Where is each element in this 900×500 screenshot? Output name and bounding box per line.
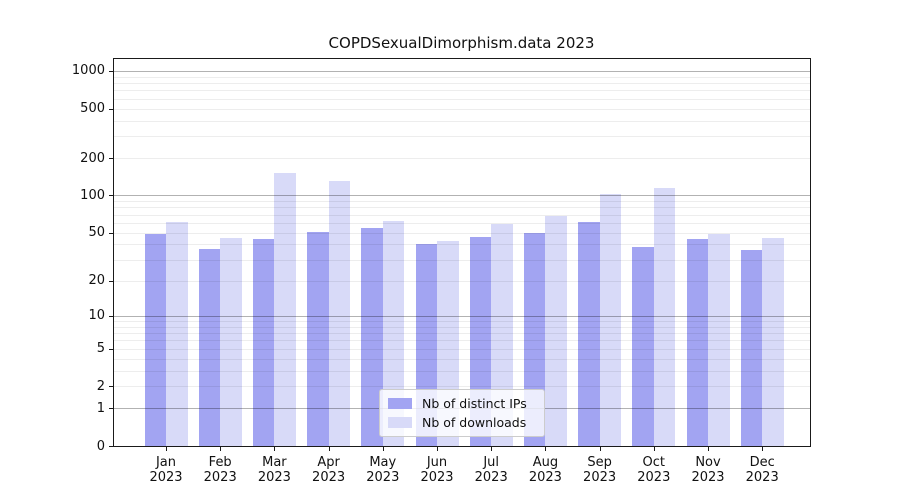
- y-tick-label: 5: [96, 341, 105, 357]
- gridline: [113, 90, 810, 91]
- y-tick: [109, 158, 113, 160]
- y-tick-label: 200: [80, 150, 105, 166]
- x-tick: [220, 447, 222, 451]
- y-tick-label: 20: [88, 273, 105, 289]
- bar-downloads-apr: [328, 180, 351, 446]
- bar-distinct-ips-may: [361, 228, 383, 446]
- bar-distinct-ips-feb: [198, 248, 221, 446]
- x-tick-label: Apr 2023: [312, 455, 346, 485]
- gridline: [113, 109, 810, 110]
- bar-downloads-aug: [545, 216, 567, 446]
- legend: Nb of distinct IPs Nb of downloads: [379, 389, 545, 437]
- gridline: [113, 77, 810, 78]
- legend-item-downloads: Nb of downloads: [380, 416, 544, 430]
- y-tick: [109, 348, 113, 350]
- y-tick-label: 10: [88, 308, 105, 324]
- bar-distinct-ips-dec: [740, 249, 763, 446]
- bar-distinct-ips-mar: [252, 239, 275, 446]
- legend-label-distinct-ips: Nb of distinct IPs: [422, 396, 527, 411]
- x-tick: [708, 447, 709, 451]
- x-tick-label: Aug 2023: [528, 455, 562, 485]
- y-tick-label: 1: [96, 400, 105, 416]
- x-tick: [762, 447, 764, 451]
- gridline: [113, 195, 810, 196]
- bar-distinct-ips-apr: [307, 231, 329, 446]
- y-tick: [109, 315, 113, 317]
- y-tick: [109, 446, 113, 447]
- bar-downloads-feb: [220, 238, 242, 446]
- bar-downloads-dec: [762, 238, 784, 446]
- y-tick: [109, 386, 113, 388]
- x-tick-label: Sep 2023: [583, 455, 617, 485]
- y-tick-label: 2: [96, 378, 105, 394]
- bar-downloads-jan: [166, 221, 188, 446]
- x-tick-label: Feb 2023: [203, 455, 237, 485]
- y-tick-label: 1000: [71, 63, 105, 79]
- x-tick: [437, 447, 438, 451]
- y-tick-label: 50: [88, 225, 105, 241]
- y-tick-label: 0: [96, 438, 105, 454]
- x-tick-label: May 2023: [366, 455, 400, 485]
- bar-downloads-nov: [708, 233, 730, 446]
- gridline: [113, 99, 810, 100]
- x-tick: [545, 447, 547, 451]
- x-tick: [491, 447, 493, 451]
- x-tick: [653, 447, 655, 451]
- bar-downloads-mar: [274, 173, 296, 446]
- y-tick-label: 500: [80, 101, 105, 117]
- bar-downloads-sep: [599, 194, 622, 446]
- y-tick: [109, 280, 113, 282]
- x-tick-label: Mar 2023: [257, 455, 291, 485]
- bar-distinct-ips-oct: [632, 247, 654, 446]
- plot-area: [113, 58, 810, 446]
- chart-title: COPDSexualDimorphism.data 2023: [328, 34, 595, 52]
- y-tick: [109, 408, 113, 410]
- gridline: [113, 158, 810, 159]
- x-tick: [599, 447, 601, 451]
- legend-swatch-downloads: [388, 417, 412, 428]
- x-tick-label: Jan 2023: [149, 455, 183, 485]
- x-tick: [382, 447, 384, 451]
- gridline: [113, 223, 810, 224]
- legend-swatch-distinct-ips: [388, 398, 412, 409]
- x-tick-label: Jul 2023: [474, 455, 508, 485]
- gridline: [113, 71, 810, 72]
- y-tick: [109, 70, 113, 72]
- gridline: [113, 83, 810, 84]
- bar-distinct-ips-nov: [686, 239, 708, 446]
- gridline: [113, 233, 810, 234]
- x-tick-label: Jun 2023: [420, 455, 454, 485]
- gridline: [113, 207, 810, 208]
- bar-distinct-ips-sep: [578, 221, 600, 446]
- x-tick-label: Dec 2023: [745, 455, 779, 485]
- y-tick: [109, 108, 113, 110]
- gridline: [113, 201, 810, 202]
- x-tick-label: Nov 2023: [691, 455, 725, 485]
- bar-distinct-ips-jan: [144, 233, 166, 446]
- legend-label-downloads: Nb of downloads: [422, 415, 527, 430]
- gridline: [113, 215, 810, 216]
- y-tick-label: 100: [80, 187, 105, 203]
- gridline: [113, 136, 810, 137]
- y-tick: [109, 195, 113, 197]
- x-tick: [328, 447, 330, 451]
- x-tick: [274, 447, 276, 451]
- bar-downloads-oct: [653, 187, 676, 446]
- x-tick-label: Oct 2023: [637, 455, 671, 485]
- y-tick: [109, 232, 113, 234]
- gridline: [113, 121, 810, 122]
- legend-item-distinct-ips: Nb of distinct IPs: [380, 397, 544, 411]
- x-tick: [166, 447, 167, 451]
